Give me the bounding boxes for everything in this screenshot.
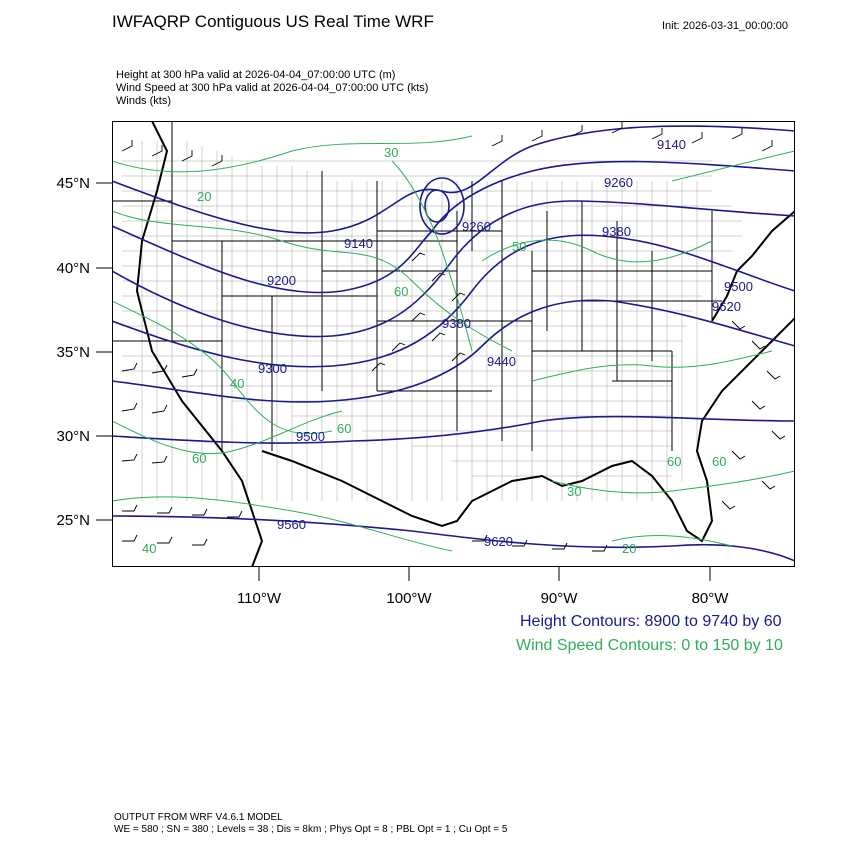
lon-label-110w: 110°W bbox=[236, 590, 282, 607]
wind-speed-label: 50 bbox=[512, 239, 526, 254]
lon-label-90w: 90°W bbox=[540, 590, 578, 607]
lat-label-45: 45°N bbox=[56, 175, 90, 192]
height-label: 9260 bbox=[604, 175, 633, 190]
model-output-label: OUTPUT FROM WRF V4.6.1 MODEL bbox=[114, 812, 283, 823]
height-label: 9200 bbox=[267, 273, 296, 288]
height-label: 9260 bbox=[462, 219, 491, 234]
field-description-height: Height at 300 hPa valid at 2026-04-04_07… bbox=[116, 69, 396, 81]
wind-speed-contour-labels: 30 60 60 60 40 40 60 50 60 30 20 20 bbox=[142, 145, 726, 556]
wind-speed-label: 30 bbox=[567, 484, 581, 499]
height-label: 9380 bbox=[602, 224, 631, 239]
latitude-ticks bbox=[96, 182, 112, 521]
wind-speed-label: 60 bbox=[394, 284, 408, 299]
height-contours bbox=[112, 125, 795, 562]
wind-speed-label: 40 bbox=[230, 376, 244, 391]
wind-speed-label: 30 bbox=[384, 145, 398, 160]
lon-label-80w: 80°W bbox=[691, 590, 729, 607]
lon-label-100w: 100°W bbox=[386, 590, 432, 607]
wind-speed-label: 60 bbox=[192, 451, 206, 466]
wind-speed-label: 20 bbox=[622, 541, 636, 556]
height-label: 9380 bbox=[442, 316, 471, 331]
wind-speed-label: 20 bbox=[197, 189, 211, 204]
wind-speed-contours bbox=[112, 135, 795, 552]
coastline bbox=[135, 121, 795, 567]
lat-label-30: 30°N bbox=[56, 428, 90, 445]
height-label: 9500 bbox=[724, 279, 753, 294]
height-label: 9620 bbox=[712, 299, 741, 314]
wind-barbs bbox=[121, 122, 786, 552]
height-contour-labels: 9140 9140 9200 9260 9260 9300 9380 9380 … bbox=[258, 137, 753, 549]
init-time: Init: 2026-03-31_00:00:00 bbox=[662, 20, 788, 32]
wind-speed-label: 60 bbox=[712, 454, 726, 469]
field-description-wind-speed: Wind Speed at 300 hPa valid at 2026-04-0… bbox=[116, 82, 429, 94]
height-label: 9620 bbox=[484, 534, 513, 549]
lat-label-25: 25°N bbox=[56, 512, 90, 529]
model-configuration: WE = 580 ; SN = 380 ; Levels = 38 ; Dis … bbox=[114, 824, 508, 835]
lat-label-35: 35°N bbox=[56, 344, 90, 361]
height-label: 9140 bbox=[344, 236, 373, 251]
wind-speed-contour-legend: Wind Speed Contours: 0 to 150 by 10 bbox=[516, 637, 783, 654]
field-description-winds: Winds (kts) bbox=[116, 95, 171, 107]
height-label: 9140 bbox=[657, 137, 686, 152]
height-label: 9560 bbox=[277, 517, 306, 532]
height-label: 9500 bbox=[296, 429, 325, 444]
plot-title: IWFAQRP Contiguous US Real Time WRF bbox=[112, 12, 434, 31]
wind-speed-label: 60 bbox=[337, 421, 351, 436]
longitude-ticks bbox=[258, 567, 711, 581]
wind-speed-label: 60 bbox=[667, 454, 681, 469]
height-label: 9440 bbox=[487, 354, 516, 369]
lat-label-40: 40°N bbox=[56, 260, 90, 277]
map-border bbox=[112, 121, 795, 567]
height-contour-legend: Height Contours: 8900 to 9740 by 60 bbox=[520, 613, 782, 630]
wind-speed-label: 40 bbox=[142, 541, 156, 556]
height-label: 9300 bbox=[258, 361, 287, 376]
weather-map: 9140 9140 9200 9260 9260 9300 9380 9380 … bbox=[112, 121, 795, 567]
